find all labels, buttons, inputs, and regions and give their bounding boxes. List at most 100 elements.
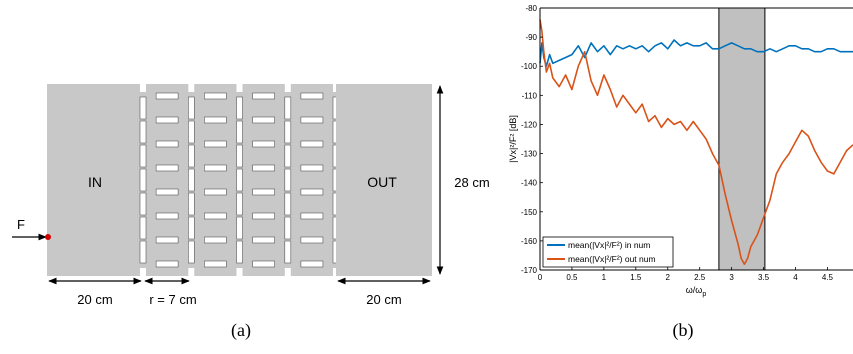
horizontal-slot	[204, 236, 227, 244]
out-block	[336, 84, 432, 276]
horizontal-slot	[252, 164, 275, 172]
vertical-slot	[139, 216, 147, 240]
vertical-slot	[188, 144, 195, 168]
vertical-slot	[284, 96, 292, 120]
edge-notch	[236, 84, 243, 92]
horizontal-slot	[252, 260, 275, 268]
edge-notch	[140, 268, 146, 276]
horizontal-slot	[155, 236, 179, 244]
vertical-slot	[139, 144, 147, 168]
legend-label-out: mean(|Vx|²/F²) out num	[568, 254, 656, 264]
horizontal-slot	[155, 116, 179, 124]
horizontal-slot	[155, 188, 179, 196]
horizontal-slot	[252, 140, 275, 148]
vertical-slot	[284, 192, 292, 216]
vertical-slot	[139, 168, 147, 192]
series-layer	[539, 19, 853, 265]
x-axis-label-subscript: p	[702, 291, 706, 298]
x-tick-label: 2	[666, 273, 671, 282]
y-tick-layer: -80 -90 -100 -110 -120 -130 -140 -150 -160 -170	[521, 4, 543, 275]
x-axis-label-main: ω/ω	[686, 285, 703, 295]
horizontal-slot	[155, 212, 179, 220]
vertical-slot	[139, 120, 147, 144]
horizontal-slot	[204, 212, 227, 220]
vertical-slot	[188, 168, 195, 192]
horizontal-slot	[300, 212, 324, 220]
horizontal-slot	[204, 188, 227, 196]
legend: mean(|Vx|²/F²) in num mean(|Vx|²/F²) out…	[542, 236, 674, 268]
vertical-slot	[188, 120, 195, 144]
edge-notch	[284, 84, 291, 92]
vertical-slot	[236, 192, 243, 216]
horizontal-slot	[300, 260, 324, 268]
y-tick-label: -120	[521, 120, 538, 129]
series-line-in	[539, 39, 853, 67]
horizontal-slot	[155, 164, 179, 172]
panel-a-diagram: IN OUT F 28 cm 20 cm r = 7 cm 20 cm (a)	[12, 84, 490, 341]
vertical-slot	[188, 96, 195, 120]
y-tick-label: -150	[521, 208, 538, 217]
horizontal-slot	[252, 188, 275, 196]
horizontal-slot	[204, 140, 227, 148]
horizontal-slot	[204, 92, 227, 100]
horizontal-slot	[300, 236, 324, 244]
vertical-slot	[139, 240, 147, 264]
vertical-slot	[188, 192, 195, 216]
vertical-slot	[236, 216, 243, 240]
horizontal-slot	[300, 116, 324, 124]
edge-notch	[188, 268, 195, 276]
in-block	[47, 84, 143, 276]
legend-label-in: mean(|Vx|²/F²) in num	[568, 240, 650, 250]
vertical-slot	[284, 144, 292, 168]
x-tick-label: 3	[729, 273, 734, 282]
x-tick-label: 4	[793, 273, 798, 282]
horizontal-slot	[252, 236, 275, 244]
x-tick-label: 0	[538, 273, 543, 282]
panel-b-chart: -80 -90 -100 -110 -120 -130 -140 -150 -160 -170 0…	[508, 4, 853, 341]
y-tick-label: -90	[525, 33, 537, 42]
height-dimension-label: 28 cm	[454, 175, 489, 190]
vertical-slot	[284, 120, 292, 144]
in-label: IN	[88, 174, 102, 190]
plot-area	[540, 8, 853, 270]
vertical-slot	[236, 168, 243, 192]
x-axis-label: ω/ωp	[686, 285, 707, 298]
x-tick-layer: 0 0.5 1 1.5 2 2.5 3 3.5 4 4.5	[538, 267, 834, 282]
y-tick-label: -170	[521, 266, 538, 275]
vertical-slot	[284, 240, 292, 264]
panel-a-caption: (a)	[231, 320, 251, 341]
vertical-slot	[236, 144, 243, 168]
edge-notch	[188, 84, 195, 92]
horizontal-slot	[204, 116, 227, 124]
x-tick-label: 0.5	[566, 273, 578, 282]
y-tick-label: -100	[521, 62, 538, 71]
shaded-band	[718, 7, 766, 271]
y-tick-label: -130	[521, 150, 538, 159]
horizontal-slot	[155, 92, 179, 100]
horizontal-slot	[300, 140, 324, 148]
horizontal-slot	[204, 260, 227, 268]
horizontal-slot	[300, 92, 324, 100]
metamaterial-region	[139, 84, 340, 276]
x-tick-label: 3.5	[758, 273, 770, 282]
y-tick-label: -80	[525, 4, 537, 13]
x-tick-label: 1.5	[630, 273, 642, 282]
vertical-slot	[236, 120, 243, 144]
x-tick-label: 1	[602, 273, 607, 282]
vertical-slot	[188, 240, 195, 264]
horizontal-slot	[252, 212, 275, 220]
edge-notch	[284, 268, 291, 276]
horizontal-slot	[252, 92, 275, 100]
force-point	[45, 234, 51, 240]
vertical-slot	[236, 240, 243, 264]
vertical-slot	[139, 192, 147, 216]
x-tick-label: 4.5	[822, 273, 834, 282]
horizontal-slot	[155, 260, 179, 268]
vertical-slot	[284, 216, 292, 240]
in-width-label: 20 cm	[77, 292, 112, 307]
vertical-slot	[284, 168, 292, 192]
cell-width-label: r = 7 cm	[149, 292, 196, 307]
edge-notch	[236, 268, 243, 276]
out-label: OUT	[367, 174, 397, 190]
